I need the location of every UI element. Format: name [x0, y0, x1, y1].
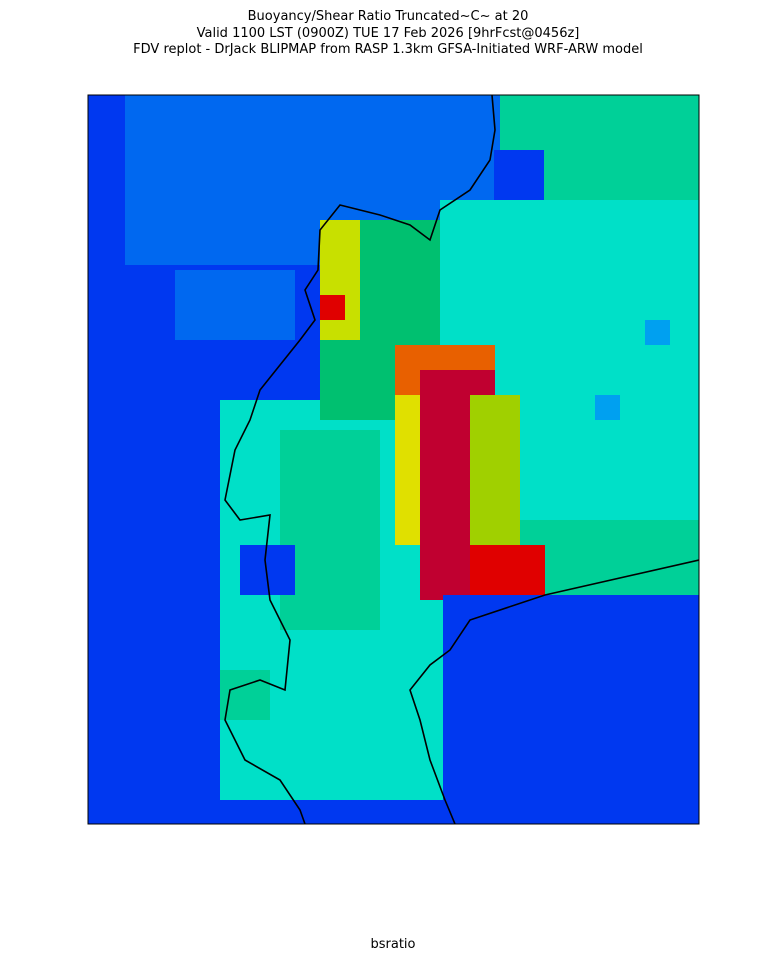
- title-line: FDV replot - DrJack BLIPMAP from RASP 1.…: [133, 42, 643, 57]
- colorbar-label: bsratio: [371, 937, 416, 952]
- title-line: Buoyancy/Shear Ratio Truncated~C~ at 20: [248, 9, 529, 24]
- map: [87, 94, 700, 825]
- title-line: Valid 1100 LST (0900Z) TUE 17 Feb 2026 […: [197, 26, 580, 41]
